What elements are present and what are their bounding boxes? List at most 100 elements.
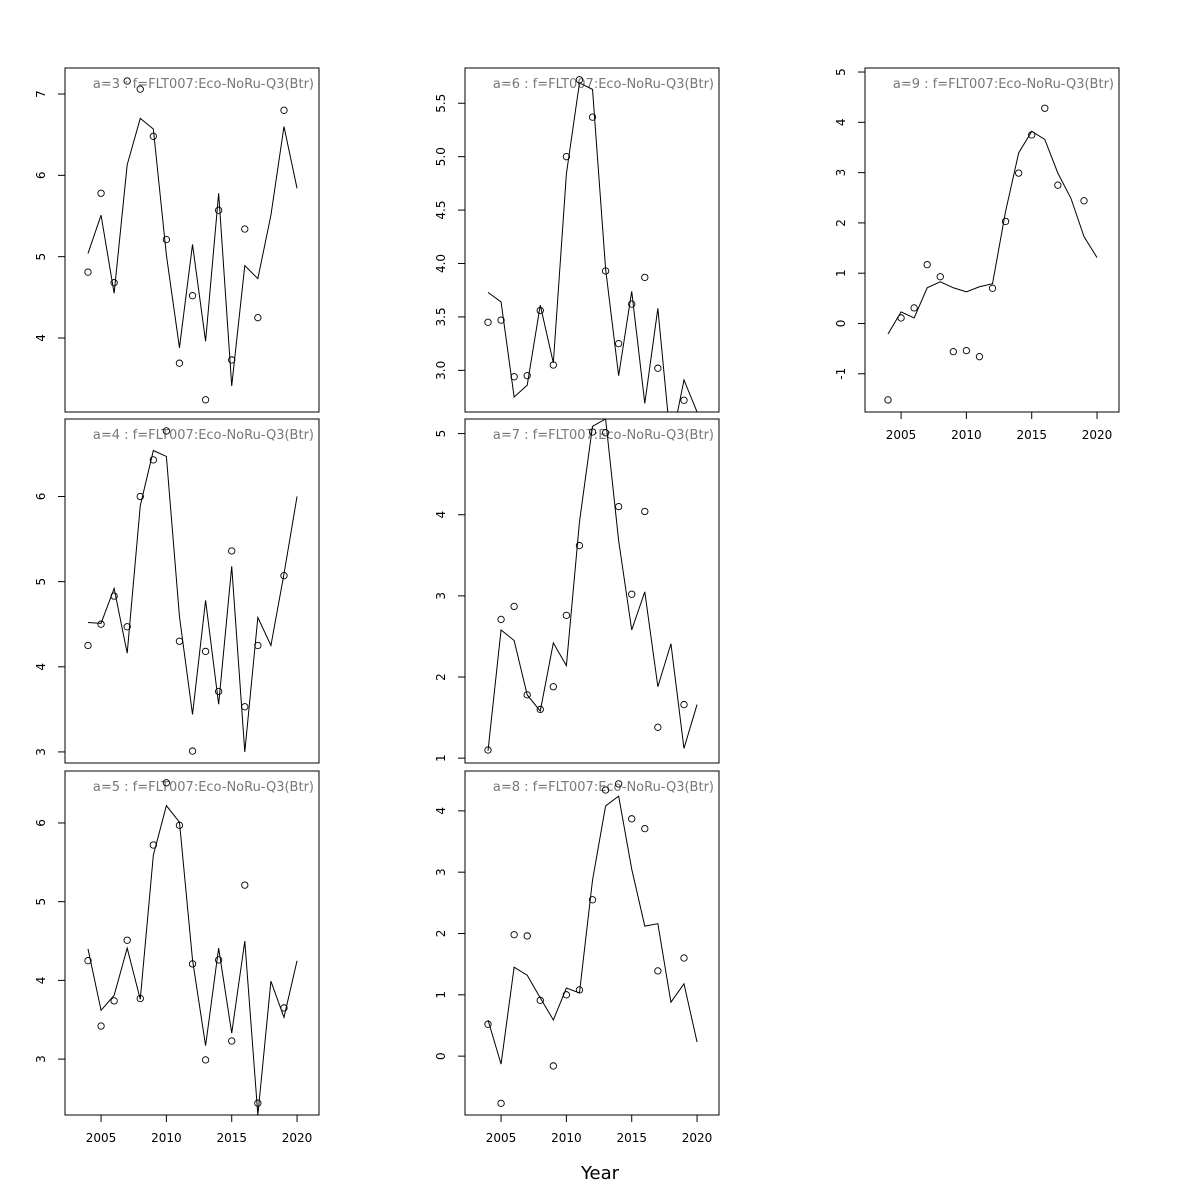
panel-frame — [464, 418, 720, 764]
observed-point — [201, 647, 210, 656]
observed-point — [175, 359, 184, 367]
panel-title: a=9 : f=FLT007:Eco-NoRu-Q3(Btr) — [893, 77, 1114, 92]
observed-point — [97, 1022, 105, 1030]
y-tick-label: 5.5 — [434, 94, 448, 113]
observed-point — [575, 541, 584, 550]
y-tick-label: 1 — [434, 754, 448, 762]
observed-point — [988, 284, 997, 292]
observed-point — [1054, 181, 1062, 189]
panel-title: a=4 : f=FLT007:Eco-NoRu-Q3(Btr) — [93, 428, 314, 443]
y-tick-label: 2 — [434, 930, 448, 938]
observed-point — [1015, 169, 1023, 177]
observed-point — [241, 225, 249, 233]
fitted-line — [87, 449, 298, 752]
x-tick-label: 2010 — [151, 1131, 182, 1145]
y-tick-label: 4 — [434, 511, 448, 519]
fitted-line — [87, 117, 298, 387]
observed-point — [123, 77, 131, 85]
observed-point — [615, 339, 623, 348]
x-axis-label: Year — [580, 1163, 620, 1184]
y-tick-label: 5.0 — [434, 147, 448, 166]
y-tick-label: 3 — [34, 748, 48, 756]
x-tick-label: 2015 — [1016, 428, 1047, 442]
y-tick-label: 5 — [34, 253, 48, 261]
observed-point — [1080, 197, 1088, 205]
observed-point — [162, 235, 171, 244]
observed-point — [588, 113, 597, 121]
panel-frame — [64, 770, 320, 1116]
observed-point — [97, 189, 105, 197]
observed-point — [680, 396, 688, 404]
x-tick-label: 2005 — [886, 428, 917, 442]
observed-point — [641, 507, 649, 516]
panel-frame — [64, 418, 320, 764]
y-tick-label: 4.0 — [434, 254, 448, 273]
observed-point — [123, 623, 131, 631]
observed-point — [523, 932, 531, 940]
observed-point — [923, 260, 931, 269]
observed-point — [84, 268, 92, 276]
observed-point — [1001, 217, 1010, 226]
observed-point — [188, 292, 197, 300]
y-tick-label: 4 — [434, 807, 448, 815]
y-tick-label: 2 — [834, 219, 848, 227]
x-tick-label: 2005 — [86, 1131, 117, 1145]
observed-point — [628, 300, 636, 308]
observed-point — [149, 456, 157, 464]
observed-point — [975, 353, 984, 361]
observed-point — [641, 273, 649, 282]
observed-point — [136, 492, 144, 501]
y-tick-label: -1 — [834, 368, 848, 380]
observed-point — [175, 637, 184, 645]
y-tick-label: 6 — [34, 493, 48, 501]
observed-point — [497, 615, 505, 624]
observed-point — [201, 1056, 210, 1064]
y-tick-label: 3 — [34, 1055, 48, 1063]
panel-frame — [464, 67, 720, 413]
x-tick-label: 2020 — [1082, 428, 1113, 442]
y-tick-label: 3 — [434, 868, 448, 876]
y-tick-label: 3.5 — [434, 307, 448, 326]
y-tick-label: 1 — [834, 269, 848, 277]
observed-point — [549, 683, 557, 691]
observed-point — [615, 780, 623, 788]
observed-point — [188, 747, 197, 755]
y-tick-label: 5 — [834, 68, 848, 76]
observed-point — [149, 132, 157, 140]
observed-point — [241, 703, 249, 711]
observed-point — [588, 896, 597, 904]
observed-point — [949, 347, 957, 356]
x-tick-label: 2005 — [486, 1131, 517, 1145]
observed-point — [601, 786, 610, 794]
y-tick-label: 3.0 — [434, 361, 448, 380]
panel-frame — [864, 67, 1120, 413]
y-tick-label: 3 — [434, 592, 448, 600]
x-tick-label: 2020 — [282, 1131, 313, 1145]
y-tick-label: 0 — [834, 320, 848, 328]
observed-point — [962, 346, 971, 355]
observed-point — [601, 429, 610, 437]
observed-point — [510, 931, 518, 939]
observed-point — [936, 273, 944, 281]
observed-point — [562, 153, 571, 161]
observed-point — [628, 590, 636, 598]
fitted-line — [487, 419, 698, 751]
observed-point — [136, 85, 144, 93]
fitted-line — [87, 804, 298, 1115]
fitted-line — [487, 82, 698, 412]
observed-point — [162, 779, 171, 787]
y-tick-label: 3 — [834, 169, 848, 177]
panel-title: a=3 : f=FLT007:Eco-NoRu-Q3(Btr) — [93, 77, 314, 92]
observed-point — [1041, 104, 1049, 112]
panel-title: a=6 : f=FLT007:Eco-NoRu-Q3(Btr) — [493, 77, 714, 92]
x-tick-label: 2015 — [216, 1131, 247, 1145]
panel-title: a=5 : f=FLT007:Eco-NoRu-Q3(Btr) — [93, 780, 314, 795]
y-tick-label: 4 — [34, 977, 48, 985]
observed-point — [123, 936, 131, 944]
observed-point — [523, 372, 531, 380]
observed-point — [201, 396, 210, 404]
y-tick-label: 7 — [34, 90, 48, 98]
y-tick-label: 5 — [34, 578, 48, 586]
x-tick-label: 2010 — [951, 428, 982, 442]
observed-point — [497, 1099, 505, 1107]
